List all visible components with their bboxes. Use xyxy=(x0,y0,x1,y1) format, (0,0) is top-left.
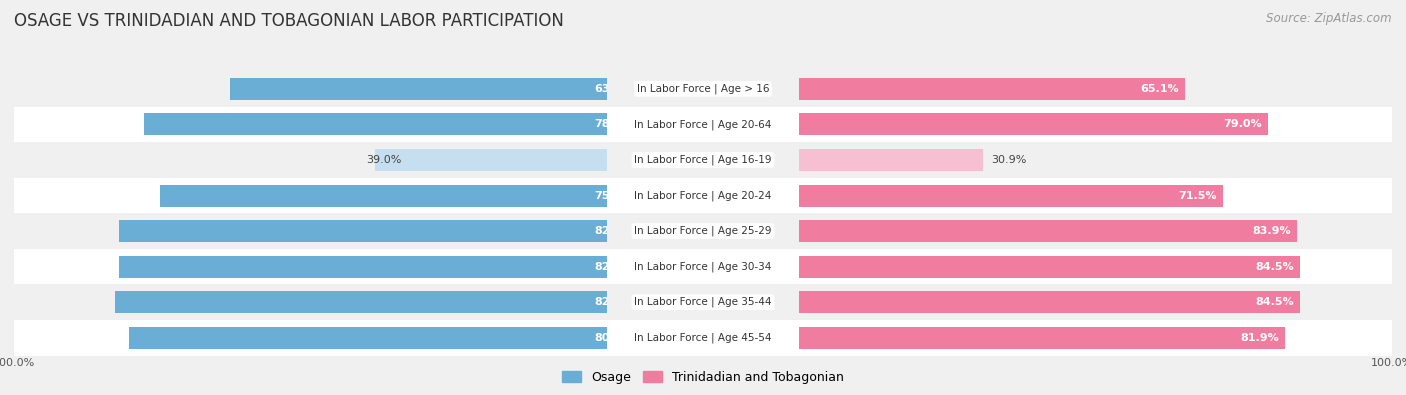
Bar xyxy=(800,149,983,171)
Text: In Labor Force | Age > 16: In Labor Force | Age > 16 xyxy=(637,84,769,94)
Bar xyxy=(606,320,800,356)
Bar xyxy=(115,291,606,313)
Bar xyxy=(800,291,1301,313)
Bar xyxy=(800,71,1392,107)
Bar xyxy=(800,113,1268,135)
Bar xyxy=(14,284,606,320)
Bar xyxy=(231,78,606,100)
Bar xyxy=(606,249,800,284)
Bar xyxy=(800,320,1392,356)
Text: 78.0%: 78.0% xyxy=(595,119,633,130)
Text: 82.3%: 82.3% xyxy=(595,226,633,236)
Text: Source: ZipAtlas.com: Source: ZipAtlas.com xyxy=(1267,12,1392,25)
Bar xyxy=(606,107,800,142)
Text: In Labor Force | Age 35-44: In Labor Force | Age 35-44 xyxy=(634,297,772,307)
Bar xyxy=(800,178,1392,213)
Text: 84.5%: 84.5% xyxy=(1256,261,1294,272)
Bar xyxy=(606,71,800,107)
Bar xyxy=(800,256,1301,278)
Bar xyxy=(800,284,1392,320)
Bar xyxy=(120,256,606,278)
Bar xyxy=(160,184,606,207)
Bar xyxy=(800,184,1223,207)
Bar xyxy=(14,107,606,142)
Text: 65.1%: 65.1% xyxy=(1140,84,1180,94)
Bar xyxy=(14,142,606,178)
Bar xyxy=(800,213,1392,249)
Bar xyxy=(606,178,800,213)
Text: In Labor Force | Age 25-29: In Labor Force | Age 25-29 xyxy=(634,226,772,236)
Bar xyxy=(606,284,800,320)
Text: 79.0%: 79.0% xyxy=(1223,119,1261,130)
Bar xyxy=(145,113,606,135)
Bar xyxy=(606,142,800,178)
Bar xyxy=(14,249,606,284)
Text: 82.3%: 82.3% xyxy=(595,261,633,272)
Bar xyxy=(120,220,606,242)
Bar xyxy=(800,142,1392,178)
Legend: Osage, Trinidadian and Tobagonian: Osage, Trinidadian and Tobagonian xyxy=(557,366,849,389)
Text: 83.9%: 83.9% xyxy=(1251,226,1291,236)
Bar xyxy=(800,107,1392,142)
Text: 39.0%: 39.0% xyxy=(367,155,402,165)
Text: 82.9%: 82.9% xyxy=(595,297,634,307)
Text: 75.3%: 75.3% xyxy=(595,190,633,201)
Text: In Labor Force | Age 20-64: In Labor Force | Age 20-64 xyxy=(634,119,772,130)
Text: In Labor Force | Age 16-19: In Labor Force | Age 16-19 xyxy=(634,155,772,165)
Bar xyxy=(375,149,606,171)
Bar xyxy=(800,249,1392,284)
Text: In Labor Force | Age 30-34: In Labor Force | Age 30-34 xyxy=(634,261,772,272)
Text: 71.5%: 71.5% xyxy=(1178,190,1218,201)
Text: 63.5%: 63.5% xyxy=(595,84,633,94)
Bar xyxy=(606,213,800,249)
Text: 81.9%: 81.9% xyxy=(1240,333,1279,343)
Bar xyxy=(800,78,1185,100)
Text: 80.6%: 80.6% xyxy=(595,333,633,343)
Text: In Labor Force | Age 45-54: In Labor Force | Age 45-54 xyxy=(634,333,772,343)
Bar xyxy=(800,327,1285,349)
Bar xyxy=(800,220,1296,242)
Bar xyxy=(14,213,606,249)
Bar xyxy=(14,71,606,107)
Bar xyxy=(14,178,606,213)
Bar xyxy=(14,320,606,356)
Text: In Labor Force | Age 20-24: In Labor Force | Age 20-24 xyxy=(634,190,772,201)
Bar xyxy=(129,327,606,349)
Text: 30.9%: 30.9% xyxy=(991,155,1026,165)
Text: 84.5%: 84.5% xyxy=(1256,297,1294,307)
Text: OSAGE VS TRINIDADIAN AND TOBAGONIAN LABOR PARTICIPATION: OSAGE VS TRINIDADIAN AND TOBAGONIAN LABO… xyxy=(14,12,564,30)
